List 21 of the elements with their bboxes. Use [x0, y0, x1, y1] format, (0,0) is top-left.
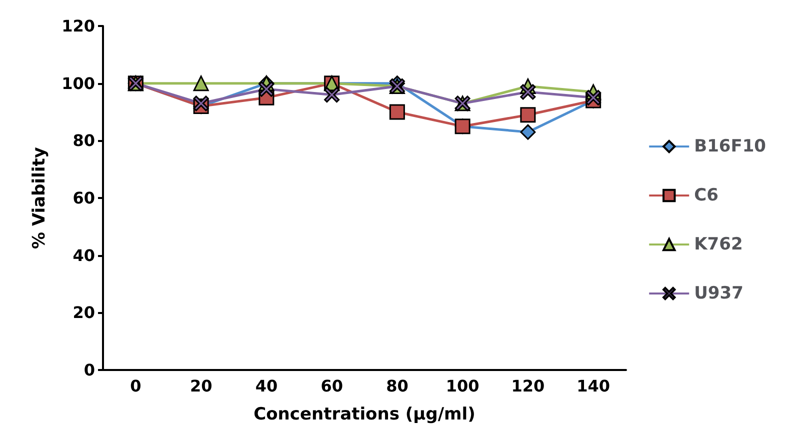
x-axis-title: Concentrations (µg/ml) — [254, 404, 476, 424]
x-tick-label: 100 — [446, 376, 480, 396]
x-tick-label: 40 — [255, 376, 278, 396]
y-tick-label: 100 — [62, 74, 95, 93]
x-tick-label: 0 — [130, 376, 142, 396]
y-tick-label: 120 — [62, 16, 95, 36]
y-tick-label: 60 — [72, 188, 95, 208]
x-tick-label: 80 — [386, 376, 408, 396]
legend-label: U937 — [694, 284, 744, 304]
legend-label: C6 — [694, 186, 718, 206]
y-tick-label: 80 — [72, 131, 95, 150]
y-tick-label: 0 — [84, 360, 95, 380]
y-tick-label: 20 — [72, 303, 95, 322]
x-tick-label: 60 — [320, 376, 343, 396]
legend-label: K762 — [694, 234, 743, 254]
y-tick-label: 40 — [72, 246, 95, 265]
x-tick-label: 20 — [190, 376, 212, 396]
y-axis-title: % Viability — [30, 147, 50, 249]
x-tick-label: 140 — [576, 376, 610, 396]
x-tick-label: 120 — [511, 376, 545, 396]
legend-label: B16F10 — [694, 136, 766, 156]
